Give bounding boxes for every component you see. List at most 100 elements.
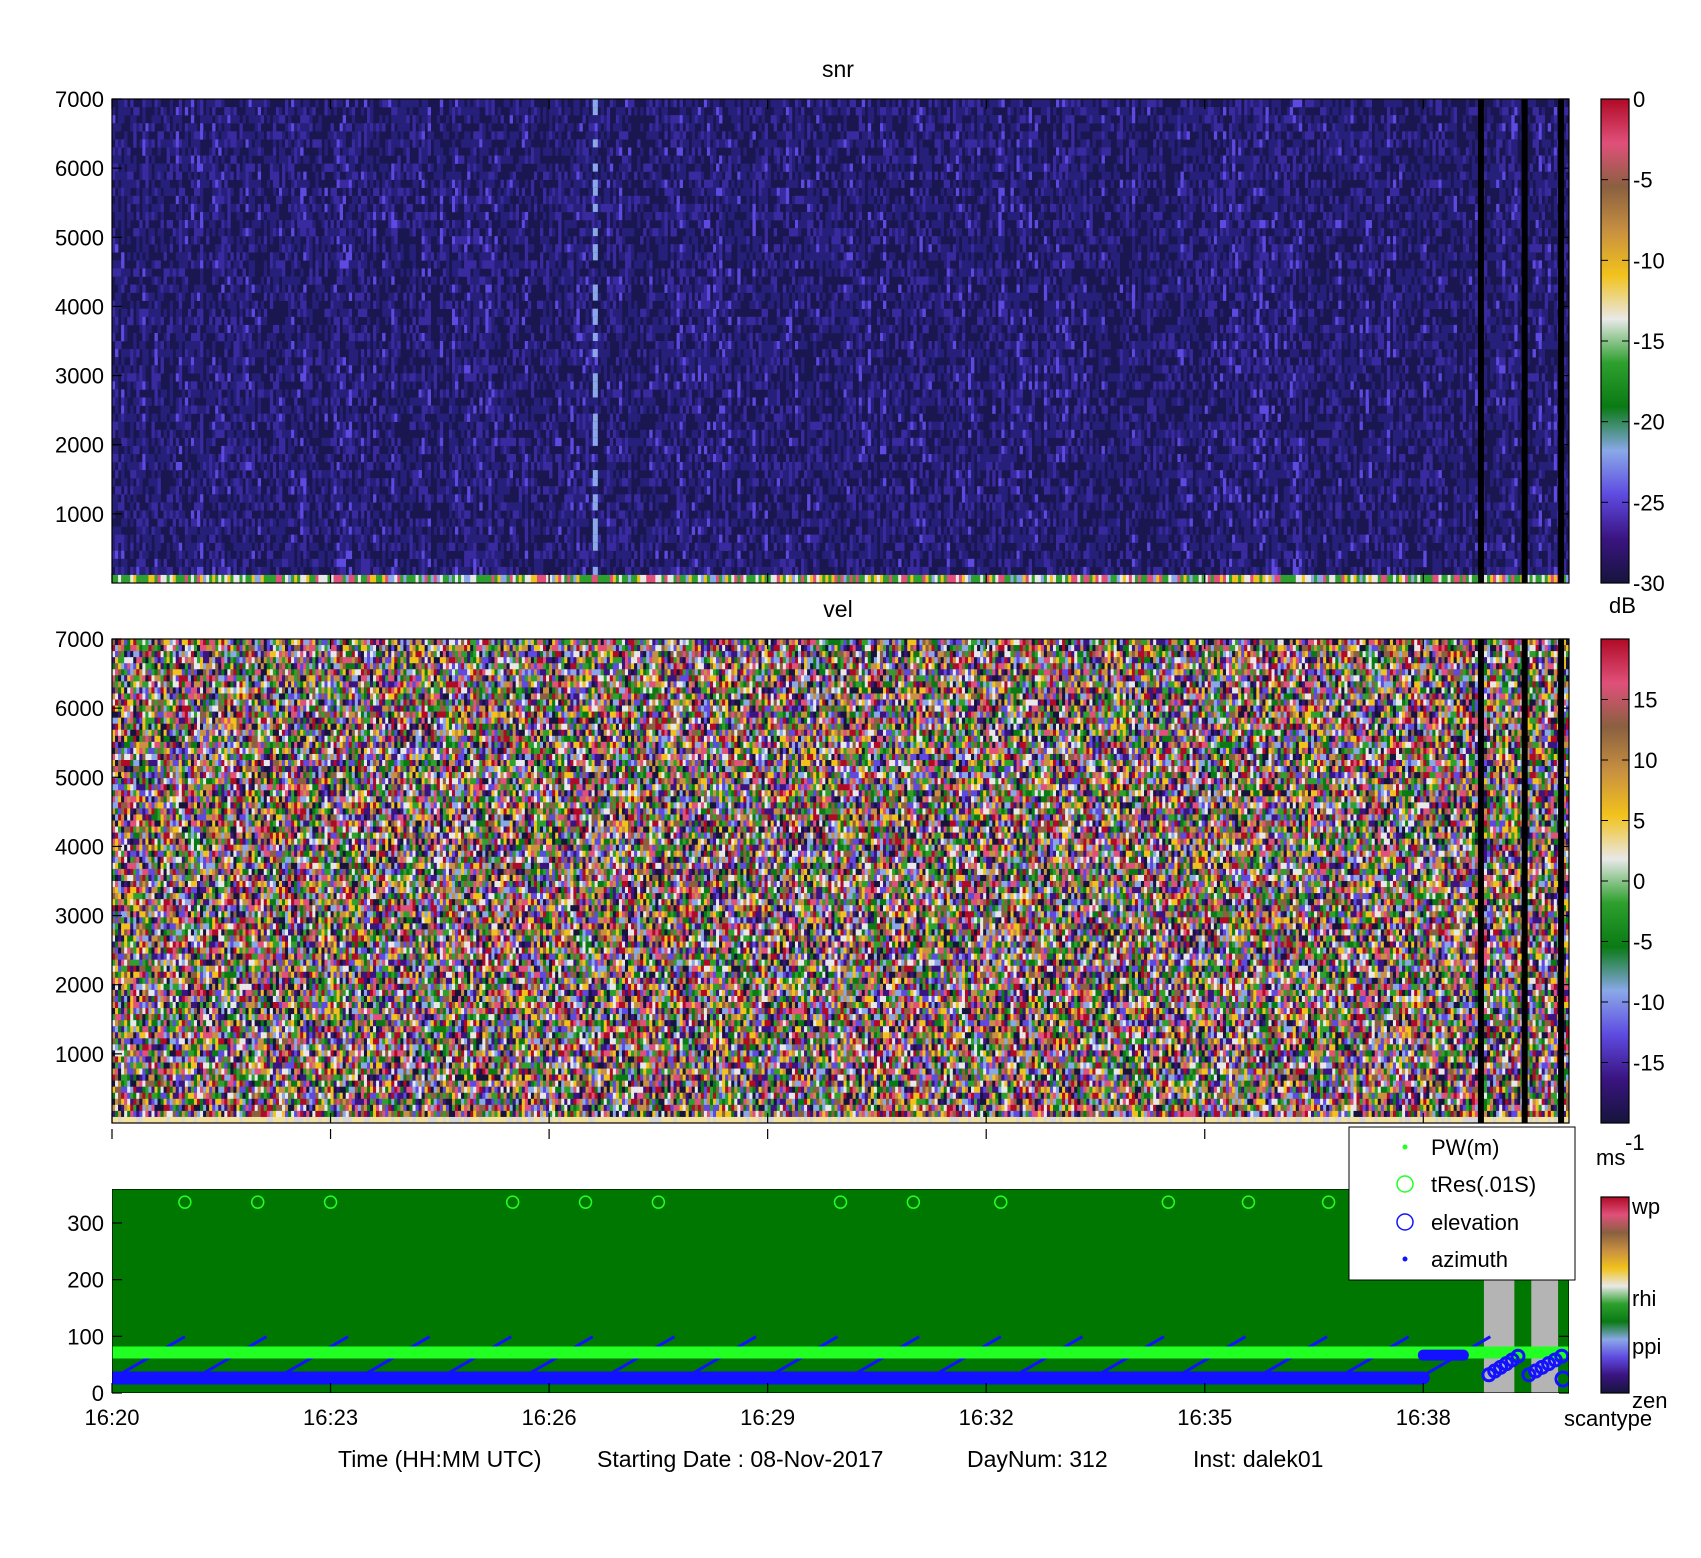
heatmap-cell — [288, 252, 292, 261]
heatmap-cell — [394, 316, 398, 326]
heatmap-cell — [130, 542, 134, 552]
heatmap-cell — [257, 566, 262, 576]
heatmap-cell — [184, 260, 189, 269]
heatmap-cell — [200, 107, 204, 116]
heatmap-cell — [321, 526, 325, 535]
heatmap-cell — [439, 389, 444, 398]
heatmap-cell — [415, 268, 419, 277]
heatmap-cell — [494, 171, 498, 180]
heatmap-cell — [169, 131, 174, 140]
heatmap-cell — [546, 324, 550, 334]
heatmap-cell — [536, 502, 541, 511]
heatmap-cell — [479, 187, 483, 197]
heatmap-cell — [336, 445, 340, 455]
heatmap-cell — [546, 462, 550, 471]
heatmap-cell — [291, 147, 295, 156]
heatmap-cell — [518, 510, 523, 519]
heatmap-cell — [203, 115, 207, 124]
heatmap-cell — [506, 478, 510, 487]
heatmap-cell — [445, 381, 450, 390]
heatmap-cell — [148, 139, 152, 148]
heatmap-cell — [524, 260, 529, 269]
heatmap-cell — [239, 244, 243, 253]
heatmap-cell — [196, 220, 201, 229]
heatmap-cell — [294, 437, 298, 447]
heatmap-cell — [424, 195, 428, 205]
heatmap-cell — [184, 220, 189, 229]
heatmap-cell — [403, 542, 407, 552]
heatmap-cell — [136, 389, 140, 398]
heatmap-cell — [451, 107, 456, 116]
heatmap-cell — [178, 357, 183, 366]
heatmap-cell — [391, 107, 395, 116]
heatmap-cell — [288, 349, 292, 358]
heatmap-cell — [503, 357, 507, 366]
heatmap-cell — [521, 292, 526, 301]
heatmap-cell — [269, 550, 274, 560]
heatmap-cell — [297, 99, 301, 108]
heatmap-cell — [439, 373, 444, 382]
heatmap-cell — [200, 220, 204, 229]
heatmap-cell — [533, 276, 538, 285]
heatmap-cell — [166, 437, 170, 447]
heatmap-cell — [418, 494, 422, 503]
heatmap-cell — [479, 494, 483, 503]
heatmap-cell — [482, 147, 486, 156]
heatmap-cell — [415, 131, 419, 140]
heatmap-cell — [169, 526, 174, 535]
heatmap-cell — [218, 292, 222, 301]
heatmap-cell — [439, 252, 444, 261]
heatmap-cell — [539, 373, 544, 382]
heatmap-cell — [461, 308, 465, 318]
heatmap-cell — [421, 179, 425, 189]
heatmap-cell — [266, 389, 271, 398]
heatmap-cell — [345, 123, 350, 132]
heatmap-cell — [324, 453, 328, 463]
heatmap-cell — [458, 478, 462, 487]
heatmap-cell — [424, 107, 428, 116]
heatmap-cell — [309, 462, 313, 471]
heatmap-cell — [467, 365, 471, 374]
heatmap-cell — [427, 470, 432, 479]
heatmap-cell — [196, 316, 201, 326]
heatmap-cell — [303, 478, 307, 487]
heatmap-cell — [239, 332, 243, 342]
heatmap-cell — [354, 526, 359, 535]
heatmap-cell — [342, 155, 347, 164]
heatmap-cell — [254, 179, 258, 189]
heatmap-cell — [233, 510, 237, 519]
heatmap-cell — [512, 421, 517, 431]
heatmap-cell — [376, 445, 380, 455]
heatmap-cell — [151, 574, 155, 583]
heatmap-cell — [515, 332, 520, 342]
heatmap-cell — [458, 502, 462, 511]
heatmap-cell — [275, 478, 280, 487]
heatmap-cell — [190, 542, 195, 552]
heatmap-cell — [254, 123, 258, 132]
heatmap-cell — [464, 115, 468, 124]
heatmap-cell — [366, 341, 371, 350]
heatmap-cell — [193, 179, 198, 189]
heatmap-cell — [521, 123, 526, 132]
heatmap-cell — [424, 502, 428, 511]
heatmap-cell — [318, 550, 322, 560]
heatmap-cell — [433, 203, 438, 213]
heatmap-cell — [193, 139, 198, 148]
heatmap-cell — [524, 220, 529, 229]
heatmap-cell — [227, 373, 231, 382]
heatmap-cell — [488, 292, 492, 301]
heatmap-cell — [139, 518, 143, 527]
heatmap-cell — [151, 429, 155, 439]
heatmap-cell — [300, 341, 304, 350]
heatmap-cell — [275, 228, 280, 237]
heatmap-cell — [163, 268, 167, 277]
heatmap-cell — [130, 300, 134, 310]
heatmap-cell — [491, 381, 495, 390]
heatmap-cell — [121, 453, 125, 463]
heatmap-cell — [524, 486, 529, 495]
heatmap-cell — [479, 341, 483, 350]
heatmap-cell — [248, 131, 252, 140]
heatmap-cell — [124, 373, 128, 382]
heatmap-cell — [473, 574, 477, 583]
heatmap-cell — [324, 236, 328, 245]
